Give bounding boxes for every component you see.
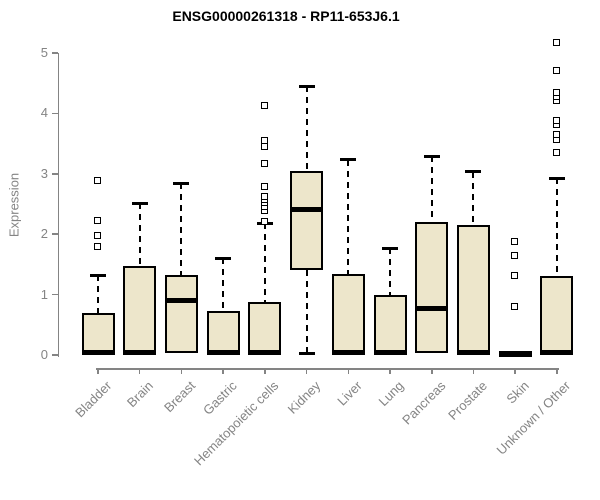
whisker-cap-lower xyxy=(298,352,315,356)
whisker-cap-upper xyxy=(131,201,148,205)
outlier-point xyxy=(260,102,268,110)
box-whisker-lower xyxy=(305,270,308,354)
whisker-cap-upper xyxy=(382,246,399,250)
x-tick xyxy=(264,368,266,374)
outlier-point xyxy=(260,192,268,200)
outlier-point xyxy=(552,38,560,46)
outlier-point xyxy=(552,66,560,74)
box-whisker-upper xyxy=(472,171,475,226)
box xyxy=(331,274,365,355)
x-tick xyxy=(389,368,391,374)
outlier-point xyxy=(511,303,519,311)
median-line xyxy=(206,350,240,356)
y-tick xyxy=(51,354,58,356)
median-line xyxy=(456,350,490,356)
y-tick-label: 5 xyxy=(40,45,48,60)
box-whisker-upper xyxy=(138,203,141,267)
y-tick-label: 1 xyxy=(40,286,48,302)
box xyxy=(123,266,157,355)
box xyxy=(540,276,574,355)
whisker-cap-upper xyxy=(423,154,440,158)
outlier-point xyxy=(552,89,560,97)
x-tick xyxy=(97,368,99,374)
box xyxy=(164,274,198,354)
x-tick xyxy=(431,368,433,374)
box xyxy=(290,170,324,271)
outlier-point xyxy=(552,131,560,139)
median-line xyxy=(248,350,282,356)
whisker-cap-upper xyxy=(298,84,315,88)
y-tick-label: 2 xyxy=(40,226,48,242)
x-tick xyxy=(222,368,224,374)
box xyxy=(248,301,282,355)
median-line xyxy=(373,350,407,356)
box-whisker-upper xyxy=(180,183,183,275)
y-tick-label: 4 xyxy=(40,105,48,121)
outlier-point xyxy=(552,148,560,156)
chart-title: ENSG00000261318 - RP11-653J6.1 xyxy=(172,8,400,24)
whisker-cap-upper xyxy=(173,181,190,185)
outlier-point xyxy=(94,242,101,250)
y-tick-label: 0 xyxy=(40,347,48,362)
x-tick xyxy=(556,368,558,374)
box-whisker-upper xyxy=(222,258,225,311)
x-tick xyxy=(180,368,183,374)
y-tick xyxy=(51,233,58,235)
x-tick xyxy=(472,368,475,374)
box-whisker-upper xyxy=(430,156,433,222)
outlier-point xyxy=(94,216,101,224)
x-tick xyxy=(347,368,350,374)
median-line xyxy=(498,351,532,357)
median-line xyxy=(81,350,115,356)
y-tick xyxy=(51,112,58,115)
whisker-cap-upper xyxy=(215,256,232,260)
x-category-label-text: Unknown / Other xyxy=(493,378,574,458)
outlier-point xyxy=(552,116,560,124)
outlier-point xyxy=(260,160,268,168)
y-tick xyxy=(51,293,58,296)
box-whisker-upper xyxy=(97,275,99,313)
outlier-point xyxy=(511,251,519,259)
box xyxy=(81,312,115,355)
outlier-point xyxy=(511,272,519,280)
whisker-cap-upper xyxy=(548,176,565,180)
box xyxy=(373,295,407,355)
median-line xyxy=(415,305,449,311)
x-axis-line xyxy=(96,368,559,370)
x-tick xyxy=(138,368,141,374)
box-whisker-upper xyxy=(555,178,558,277)
whisker-cap-upper xyxy=(340,158,357,162)
whisker-cap-upper xyxy=(90,273,106,277)
outlier-point xyxy=(260,183,268,191)
x-category-label: Unknown / Other xyxy=(403,378,574,458)
box xyxy=(415,221,449,354)
box xyxy=(206,310,240,355)
median-line xyxy=(540,350,574,356)
whisker-cap-upper xyxy=(465,170,482,174)
median-line xyxy=(123,350,157,356)
outlier-point xyxy=(260,137,268,145)
box-whisker-upper xyxy=(305,86,308,171)
outlier-point xyxy=(511,238,519,246)
y-tick xyxy=(51,52,58,54)
y-axis-line xyxy=(57,53,59,357)
x-tick xyxy=(514,368,516,374)
outlier-point xyxy=(94,232,101,239)
outlier-point xyxy=(94,177,101,185)
x-tick xyxy=(305,368,308,374)
median-line xyxy=(164,298,198,304)
y-tick xyxy=(51,173,58,175)
box-whisker-upper xyxy=(263,223,266,302)
box-whisker-upper xyxy=(347,159,350,275)
median-line xyxy=(290,206,324,212)
outlier-point xyxy=(260,217,268,225)
median-line xyxy=(331,350,365,356)
box-whisker-upper xyxy=(389,248,392,296)
box xyxy=(456,225,490,355)
y-tick-label: 3 xyxy=(40,165,48,181)
